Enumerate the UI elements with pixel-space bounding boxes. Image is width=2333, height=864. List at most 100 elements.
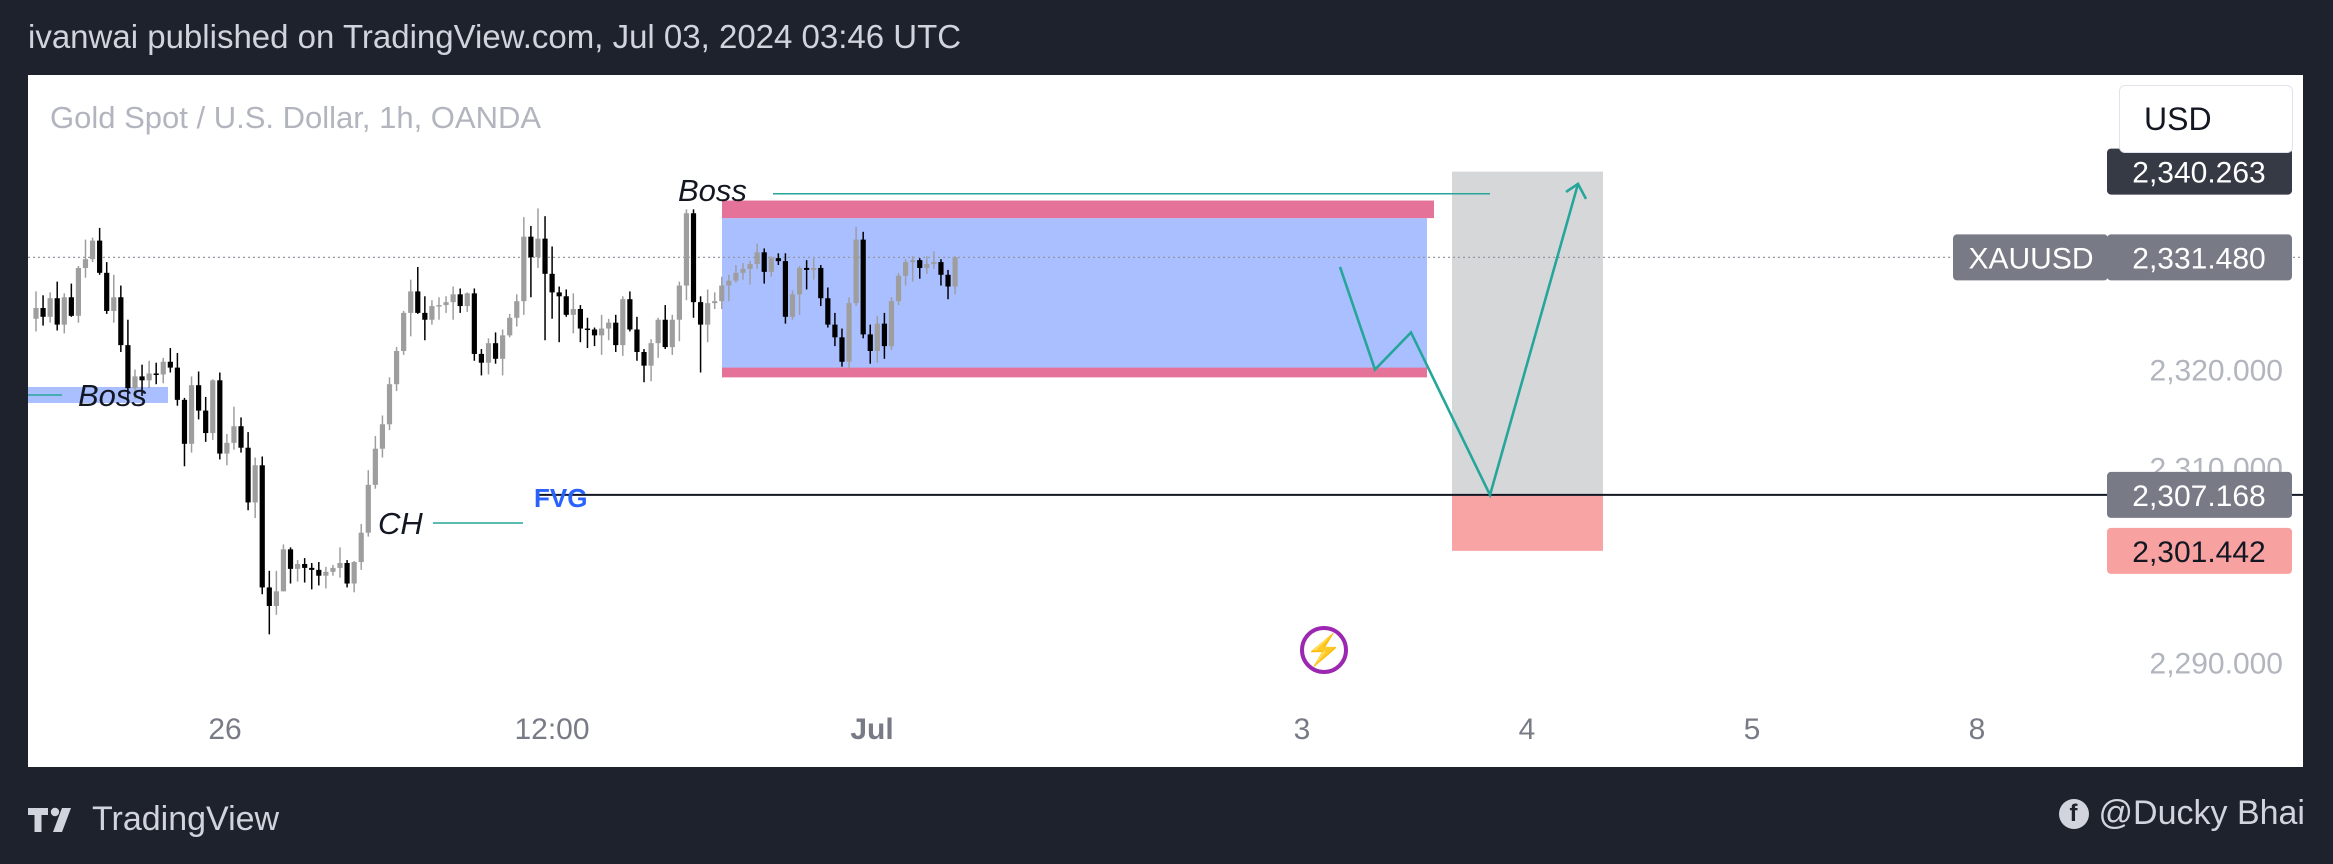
- candle-body: [705, 303, 711, 325]
- candle-body: [818, 267, 824, 299]
- candle-body: [337, 563, 343, 568]
- candle-body: [450, 294, 456, 303]
- candle-body: [294, 563, 301, 569]
- candle-body: [888, 301, 895, 347]
- candle-body: [471, 293, 477, 354]
- candle-body: [287, 549, 294, 569]
- candle-body: [641, 351, 647, 366]
- candle-body: [33, 308, 39, 319]
- candle-body: [924, 264, 930, 268]
- publish-info: ivanwai published on TradingView.com, Ju…: [28, 18, 962, 55]
- price-chart[interactable]: Boss Boss CH FVG 26 12:00 Jul 3 4 5 8 2,320.000 2,3…: [28, 75, 2303, 767]
- candle-body: [160, 361, 166, 375]
- candle-body: [662, 319, 668, 348]
- candle-body: [75, 267, 82, 316]
- candle-body: [599, 328, 605, 336]
- ch-label: CH: [378, 506, 423, 541]
- candle-body: [839, 337, 845, 362]
- x-tick-label: Jul: [850, 713, 893, 746]
- candle-body: [139, 376, 145, 381]
- candle-body: [167, 361, 173, 368]
- x-tick-label: 5: [1744, 713, 1761, 746]
- tradingview-logo-icon: [28, 807, 80, 833]
- candle-body: [733, 272, 739, 281]
- projection-path: [1338, 183, 1580, 499]
- candle-body: [606, 322, 612, 329]
- candle-body: [945, 274, 951, 287]
- candle-body: [521, 236, 527, 302]
- candle-body: [577, 308, 583, 329]
- chart-frame[interactable]: Boss Boss CH FVG 26 12:00 Jul 3 4 5 8 2,320.000 2,3…: [28, 75, 2303, 767]
- candle-body: [747, 264, 753, 269]
- candle-body: [761, 252, 767, 272]
- candle-body: [712, 301, 718, 304]
- lightning-event-icon[interactable]: ⚡: [1300, 626, 1348, 674]
- candle-body: [436, 305, 442, 307]
- candle-body: [224, 442, 230, 454]
- candle-body: [54, 298, 60, 325]
- candle-body: [895, 275, 902, 302]
- x-tick-label: 12:00: [514, 713, 589, 746]
- boss-left-label: Boss: [78, 378, 147, 413]
- candle-body: [782, 261, 789, 317]
- price-tag: [2107, 234, 2292, 281]
- candle-body: [804, 267, 810, 270]
- candle-body: [302, 563, 308, 568]
- candle-body: [549, 273, 555, 293]
- author-credit[interactable]: f @Ducky Bhai: [2058, 794, 2305, 833]
- price-tag: [2107, 148, 2292, 195]
- candle-body: [429, 306, 435, 320]
- symbol-tag-label: XAUUSD: [1968, 242, 2093, 275]
- candle-body: [231, 426, 237, 443]
- candle-body: [570, 308, 576, 315]
- candle-body: [82, 259, 89, 268]
- candle-body: [811, 267, 817, 270]
- target-zone: [1452, 171, 1603, 495]
- candle-body: [528, 236, 534, 258]
- candle-body: [478, 353, 485, 363]
- chart-background-layer: [28, 171, 2303, 551]
- candle-body: [210, 380, 216, 434]
- candle-body: [97, 240, 103, 273]
- candle-body: [917, 260, 923, 268]
- candle-body: [153, 373, 159, 375]
- candle-body: [464, 293, 470, 307]
- candle-body: [401, 312, 407, 351]
- candle-body: [408, 291, 414, 313]
- candle-body: [196, 385, 202, 411]
- candle-body: [485, 343, 492, 363]
- candle-body: [910, 260, 916, 263]
- range-top-edge: [722, 200, 1434, 219]
- candle-body: [393, 350, 400, 385]
- candle-body: [104, 272, 110, 311]
- candle-body: [903, 262, 909, 276]
- candle-body: [146, 373, 152, 381]
- candle-body: [719, 285, 725, 302]
- x-tick-label: 26: [208, 713, 241, 746]
- candle-body: [47, 298, 53, 317]
- currency-selector[interactable]: USD: [2119, 85, 2293, 153]
- candle-body: [40, 308, 46, 317]
- candle-body: [690, 213, 697, 303]
- price-axis-layer: 26 12:00 Jul 3 4 5 82,320.0002,310.0002,290.00…: [208, 148, 2292, 746]
- candle-body: [825, 298, 831, 325]
- candle-body: [507, 317, 513, 336]
- candle-body: [613, 322, 619, 346]
- boss-left-zone: [28, 386, 168, 403]
- candle-body: [61, 297, 67, 325]
- candle-body: [591, 329, 598, 336]
- candle-body: [351, 562, 357, 584]
- x-tick-label: 8: [1969, 713, 1986, 746]
- boss-top-label: Boss: [678, 173, 747, 208]
- x-tick-label: 4: [1519, 713, 1536, 746]
- candle-body: [726, 280, 732, 286]
- candle-body: [542, 238, 548, 274]
- candle-body: [365, 484, 371, 533]
- symbol-title: Gold Spot / U.S. Dollar, 1h, OANDA: [50, 100, 542, 135]
- candle-body: [853, 239, 859, 304]
- tradingview-brand-label: TradingView: [92, 800, 280, 838]
- candle-body: [754, 252, 760, 265]
- tradingview-brand[interactable]: TradingView: [28, 800, 279, 839]
- candle-body: [584, 328, 591, 331]
- candle-body: [273, 591, 279, 606]
